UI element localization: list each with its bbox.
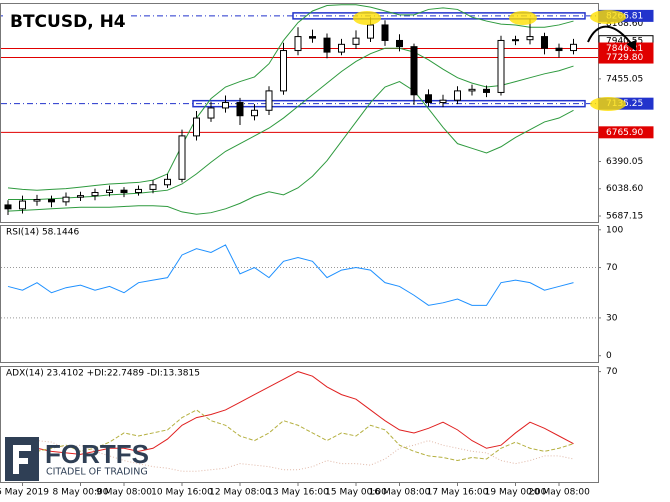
candle-body <box>48 199 55 203</box>
x-tick-label: 6 May 2019 <box>0 488 49 498</box>
candle-body <box>367 24 374 39</box>
candle-body <box>120 189 128 194</box>
candle-body <box>251 109 258 117</box>
highlight <box>590 97 626 111</box>
series-line <box>7 409 574 462</box>
y-tick-label: 6390.05 <box>606 157 643 167</box>
y-tick-label: 8168.60 <box>606 19 643 29</box>
y-tick-label: 100 <box>606 225 623 235</box>
level-label: 7846.21 <box>606 44 643 54</box>
highlight <box>353 11 381 25</box>
candle-body <box>483 88 490 93</box>
logo-name: FORTFS <box>45 439 149 469</box>
candle-body <box>454 90 461 101</box>
candle-body <box>106 189 113 194</box>
logo-tagline: CITADEL OF TRADING <box>46 467 148 478</box>
candle-body <box>149 184 157 190</box>
candle-body <box>410 46 418 96</box>
candle-body <box>91 192 99 197</box>
x-tick-label: 9 May 08:00 <box>96 488 152 498</box>
x-tick-label: 15 May 00:00 <box>325 488 387 498</box>
price-panel <box>0 3 599 223</box>
level-label: 7729.80 <box>606 53 643 63</box>
y-tick-label: 0 <box>606 351 612 361</box>
series-line <box>7 81 574 215</box>
candle-body <box>193 117 200 137</box>
candle-body <box>541 36 548 49</box>
candle-body <box>222 102 229 109</box>
x-tick-label: 10 May 16:00 <box>151 488 213 498</box>
zone <box>192 99 586 108</box>
candle-body <box>135 188 142 194</box>
y-tick-label: 70 <box>606 263 618 273</box>
level-label-box <box>598 51 654 64</box>
candle-body <box>338 43 345 53</box>
candle-body <box>4 204 12 210</box>
candle-body <box>62 196 70 203</box>
highlight <box>590 10 626 24</box>
candle-body <box>323 37 331 53</box>
candle-body <box>396 39 403 48</box>
series-line <box>7 440 574 472</box>
y-tick-label: 7455.05 <box>606 74 643 84</box>
level-label: 6765.90 <box>606 128 643 138</box>
x-tick-label: 16 May 08:00 <box>369 488 431 498</box>
rsi-panel <box>0 225 599 363</box>
candle-body <box>19 200 26 210</box>
x-tick-label: 17 May 16:00 <box>427 488 489 498</box>
candle-body <box>425 94 432 104</box>
logo: FORTFS CITADEL OF TRADING <box>5 437 149 481</box>
overlay: BTCUSD, H4 RSI(14) 58.1446 ADX(14) 23.41… <box>3 5 636 481</box>
y-tick-label: 6038.60 <box>606 184 643 194</box>
y-tick-label: 70 <box>606 367 618 377</box>
candle-body <box>33 199 41 202</box>
panel-title: ADX(14) 23.4102 +DI:22.7489 -DI:13.3815 <box>6 369 200 379</box>
y-tick-label: 30 <box>606 313 618 323</box>
level-label: 7940.55 <box>606 37 643 47</box>
candle-body <box>265 90 273 111</box>
plot-layer: 8168.607455.056390.056038.605687.158266.… <box>0 4 654 498</box>
candle-body <box>381 24 389 41</box>
candle-body <box>512 39 519 42</box>
candle-body <box>570 43 577 52</box>
x-tick-label: 20 May 08:00 <box>528 488 590 498</box>
logo-mark <box>13 445 31 474</box>
level-label-box <box>598 126 654 139</box>
x-tick-label: 12 May 08:00 <box>209 488 271 498</box>
candle-body <box>526 36 534 41</box>
candle-body <box>164 178 171 186</box>
arrow-head <box>626 40 636 51</box>
candle-body <box>309 36 316 39</box>
candle-body <box>294 36 302 52</box>
y-tick-label: 5687.15 <box>606 212 643 222</box>
candle-body <box>497 39 505 93</box>
series-line <box>7 4 574 191</box>
x-tick-label: 19 May 00:00 <box>485 488 547 498</box>
series-line <box>8 47 574 201</box>
candle-body <box>555 47 563 52</box>
series-line <box>7 244 574 306</box>
x-tick-label: 13 May 16:00 <box>267 488 329 498</box>
candle-body <box>352 37 360 45</box>
candle-body <box>468 88 476 92</box>
panel-title: RSI(14) 58.1446 <box>6 228 79 238</box>
candle-body <box>280 50 287 92</box>
title-box <box>3 5 131 37</box>
zone <box>292 12 586 20</box>
series-line <box>7 371 574 455</box>
chart-title: BTCUSD, H4 <box>10 12 126 32</box>
forecast-arrow <box>587 25 634 47</box>
candle-body <box>439 99 447 104</box>
candle-body <box>207 107 215 119</box>
candle-body <box>178 135 186 180</box>
x-tick-label: 8 May 00:00 <box>53 488 109 498</box>
highlight <box>509 11 537 25</box>
candle-body <box>236 102 244 117</box>
candle-body <box>77 195 84 198</box>
adx-panel <box>0 366 599 483</box>
